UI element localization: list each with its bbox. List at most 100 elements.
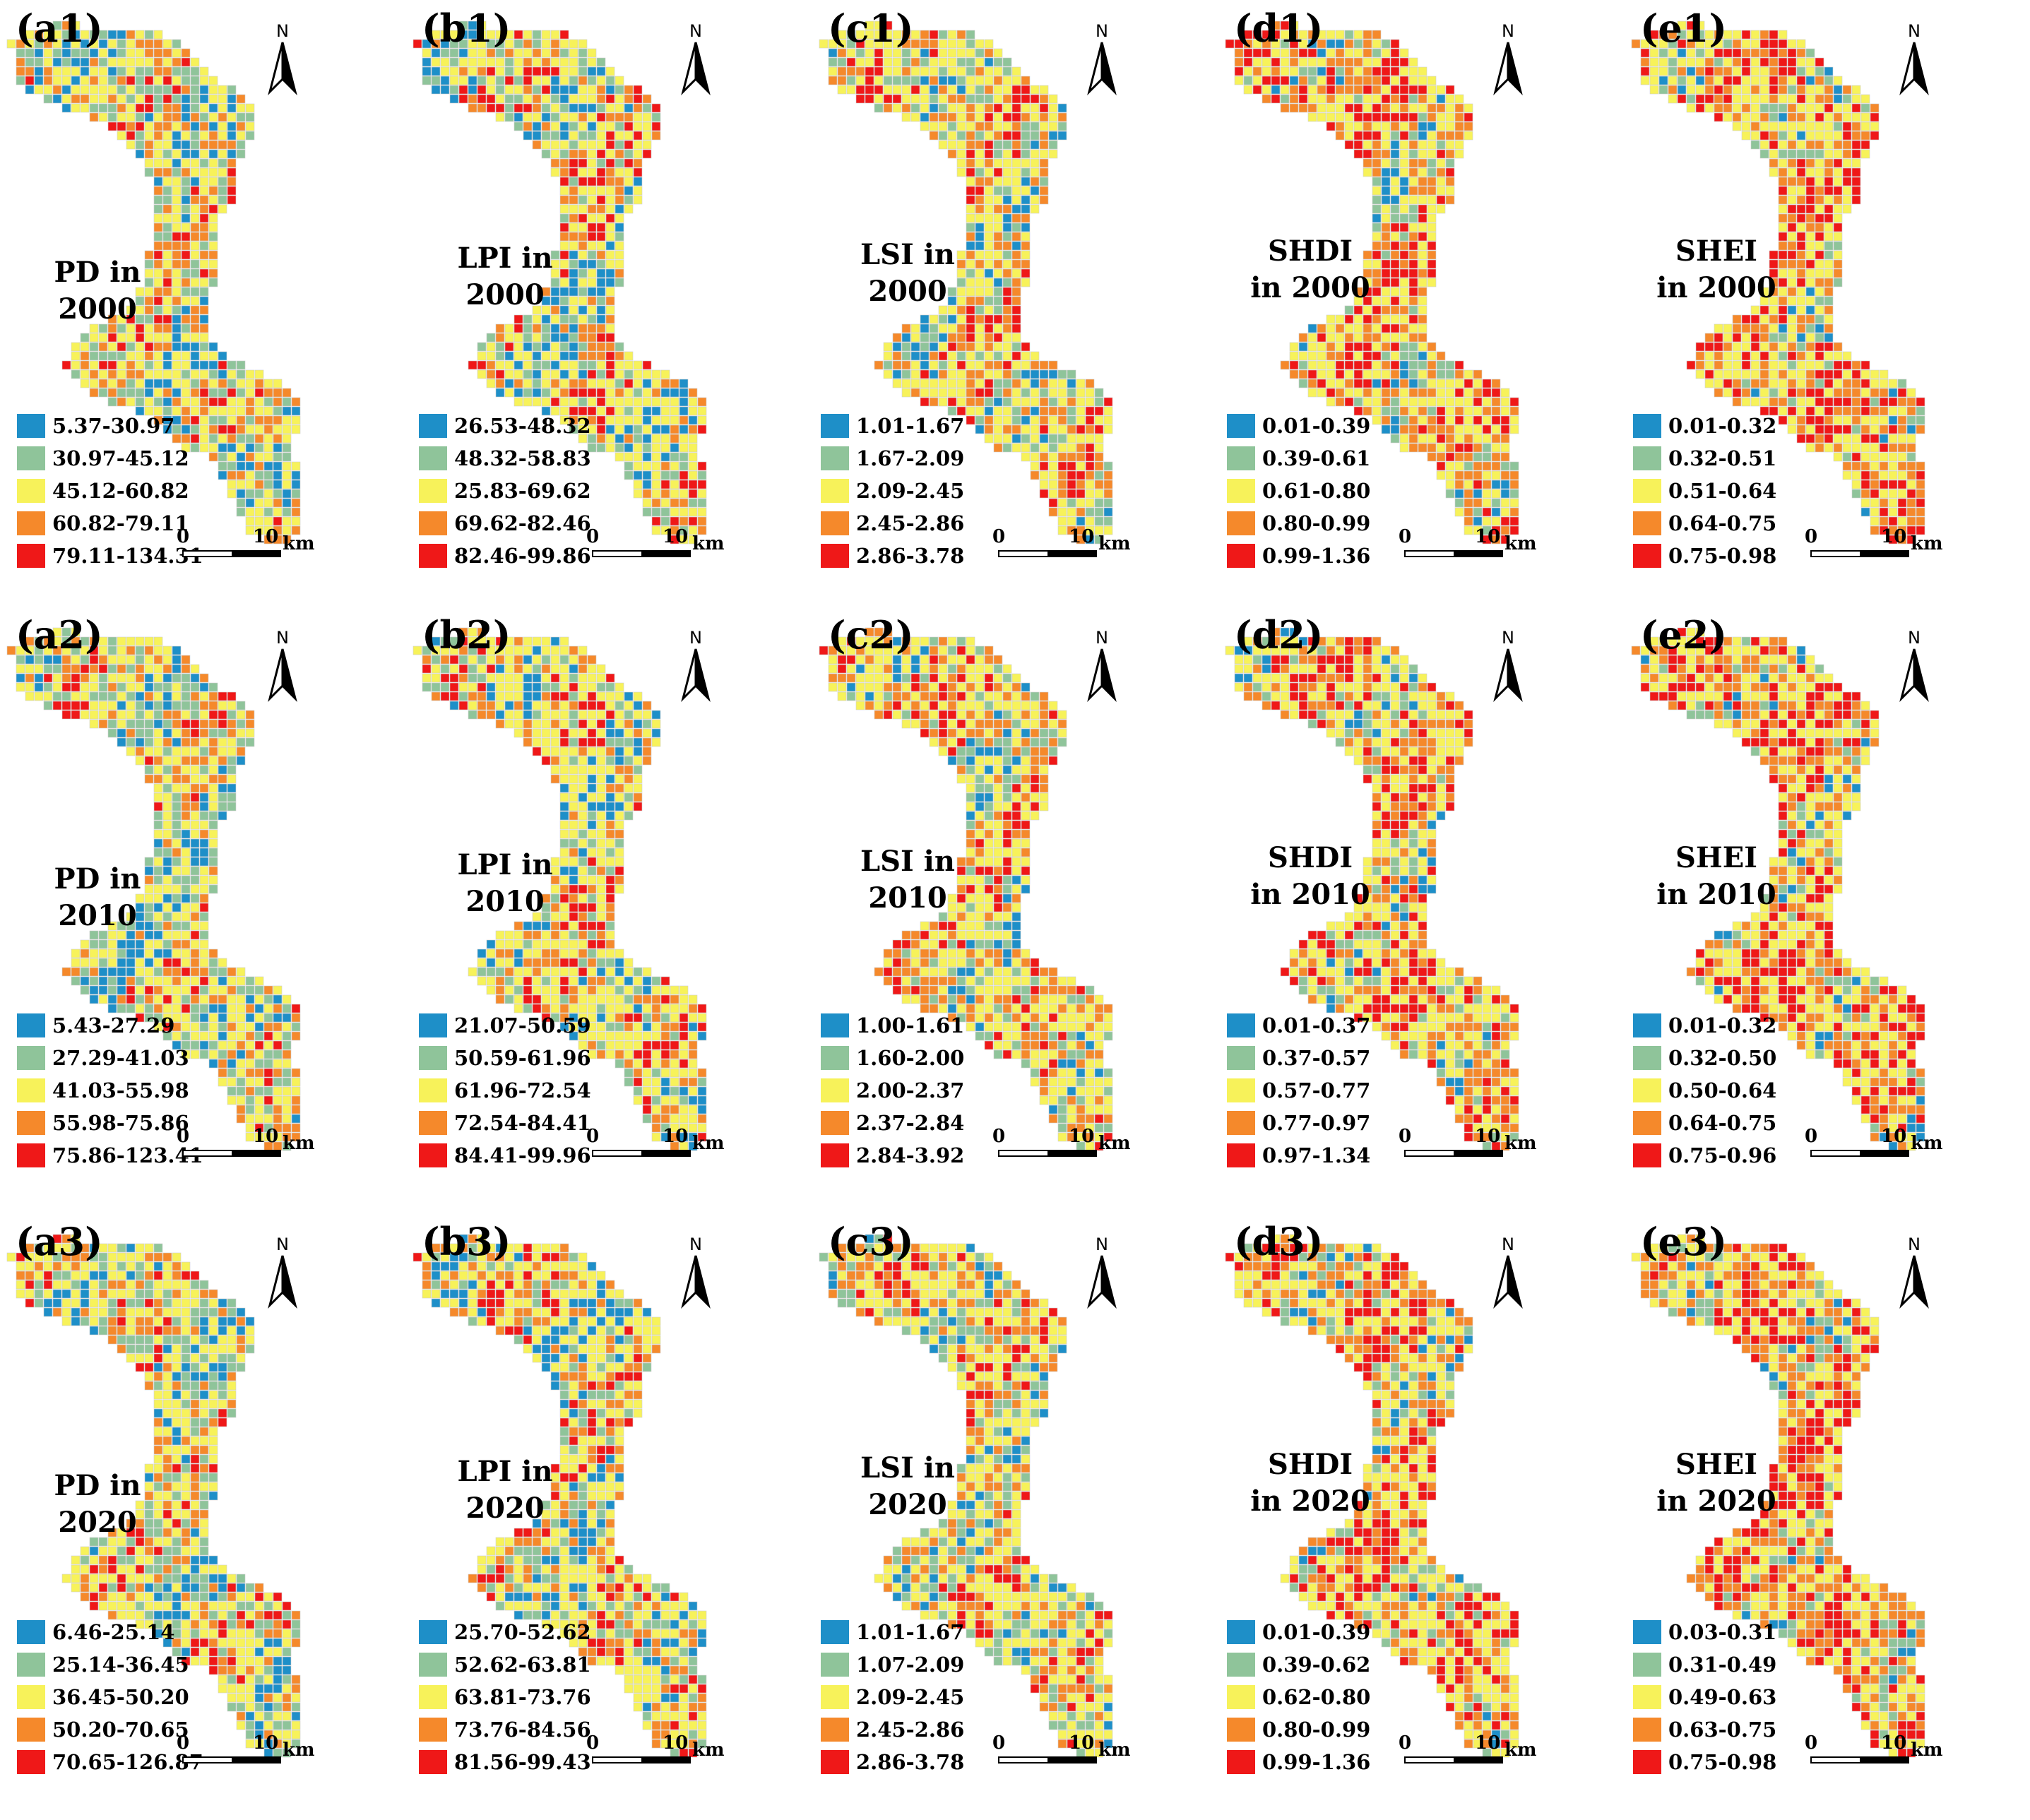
raster-cell [1039,461,1049,471]
raster-cell [71,369,81,379]
raster-cell [596,397,606,407]
raster-cell [615,149,624,159]
raster-cell [495,57,505,67]
raster-cell [874,94,884,104]
raster-cell [993,379,1003,388]
raster-cell [1815,131,1824,141]
raster-cell [1353,85,1363,95]
raster-cell [1464,415,1473,425]
raster-cell [1399,57,1409,67]
raster-cell [25,48,35,58]
raster-cell [651,424,661,434]
raster-cell [43,57,53,67]
raster-cell [89,66,99,76]
raster-cell [172,847,182,857]
raster-cell [550,765,560,775]
raster-map [819,20,1113,545]
raster-cell [587,820,597,830]
raster-cell [559,912,569,922]
raster-cell [605,121,615,131]
raster-cell [1695,20,1705,30]
raster-cell [1640,57,1650,67]
raster-cell [199,379,209,388]
raster-cell [1695,39,1705,49]
raster-cell [1750,388,1760,398]
raster-cell [1390,424,1400,434]
raster-cell [1390,57,1400,67]
raster-cell [135,701,145,710]
raster-cell [1103,424,1113,434]
raster-cell [162,250,172,260]
raster-cell [1252,39,1262,49]
raster-cell [218,415,227,425]
scale-zero: 0 [1805,526,1818,547]
raster-cell [422,646,432,655]
raster-cell [651,470,661,480]
raster-cell [1454,94,1464,104]
raster-cell [190,994,200,1004]
raster-cell [144,351,154,361]
raster-cell [1344,342,1354,352]
raster-cell [1668,76,1678,85]
raster-cell [236,1049,246,1059]
raster-cell [615,424,624,434]
raster-cell [633,691,643,701]
raster-cell [1067,461,1076,471]
raster-cell [966,415,975,425]
raster-cell [1298,94,1308,104]
raster-cell [273,1114,283,1124]
raster-cell [596,112,606,122]
raster-cell [98,967,108,977]
raster-cell [1057,498,1067,508]
raster-cell [1445,434,1455,444]
raster-cell [984,333,994,343]
raster-cell [1851,186,1861,196]
raster-cell [569,268,578,278]
raster-cell [1714,379,1723,388]
raster-cell [587,921,597,931]
raster-cell [1851,177,1861,186]
raster-cell [1353,39,1363,49]
raster-cell [569,131,578,141]
raster-cell [1677,66,1687,76]
raster-cell [107,948,117,958]
raster-cell [1030,158,1040,168]
raster-cell [282,443,292,453]
raster-cell [1289,351,1299,361]
raster-cell [596,333,606,343]
raster-cell [1454,443,1464,453]
raster-cell [1445,443,1455,453]
raster-cell [208,774,218,784]
raster-cell [1445,186,1455,196]
raster-cell [1824,241,1834,251]
raster-cell [71,30,81,40]
scale-bar: 0 10 km [992,526,1134,569]
raster-cell [1317,85,1326,95]
raster-cell [89,323,99,333]
raster-cell [504,66,514,76]
raster-cell [162,985,172,995]
raster-cell [1307,369,1317,379]
raster-cell [504,930,514,940]
raster-cell [1353,333,1363,343]
raster-cell [901,360,911,370]
raster-cell [245,976,255,986]
legend-swatch [821,414,849,438]
raster-cell [615,691,624,701]
raster-cell [199,811,209,821]
legend-label: 5.43-27.29 [52,1013,175,1037]
raster-cell [1363,296,1372,306]
raster-cell [181,186,191,196]
raster-cell [1103,470,1113,480]
raster-cell [1381,121,1391,131]
raster-cell [1418,204,1427,214]
raster-cell [236,94,246,104]
raster-cell [1252,30,1262,40]
raster-cell [633,94,643,104]
raster-cell [1399,397,1409,407]
raster-cell [273,507,283,517]
raster-cell [615,204,624,214]
raster-cell [153,682,163,692]
raster-cell [559,820,569,830]
raster-cell [1879,461,1889,471]
